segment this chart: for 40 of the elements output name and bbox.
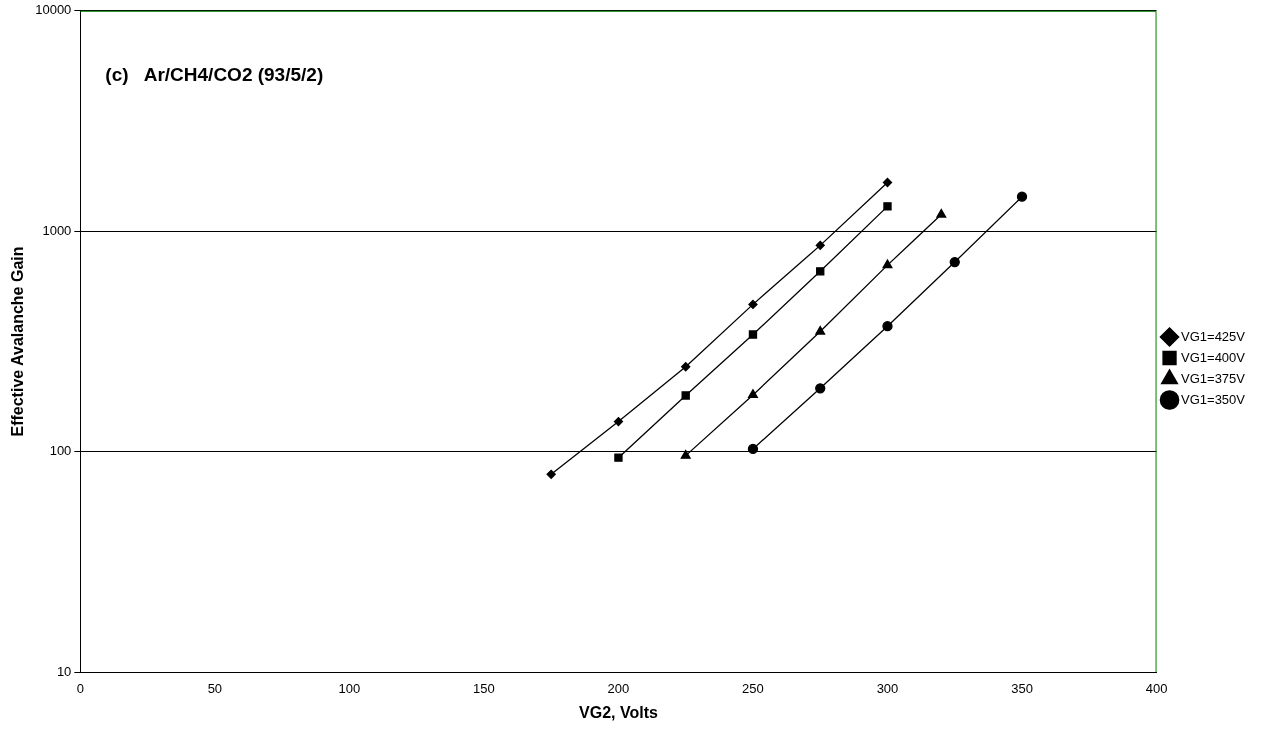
y-tick-label: 10: [56, 663, 72, 679]
legend-label: VG1=350V: [1181, 391, 1246, 407]
point: [747, 389, 758, 399]
annotation: (c) Ar/CH4/CO2 (93/5/2): [105, 64, 324, 86]
point: [815, 383, 826, 394]
x-tick-label: 150: [473, 680, 495, 696]
point: [614, 453, 623, 462]
x-tick-label: 250: [742, 680, 764, 696]
point: [681, 391, 690, 400]
x-tick-label: 350: [1011, 680, 1033, 696]
x-tick-label: 100: [338, 680, 361, 696]
point: [747, 443, 759, 455]
point: [748, 299, 758, 310]
x-axis-title: VG2, Volts: [579, 703, 658, 721]
x-tick-label: 0: [76, 680, 84, 696]
point: [882, 259, 893, 269]
point: [882, 321, 893, 332]
x-tick-label: 200: [607, 680, 630, 696]
point: [883, 202, 892, 211]
point: [815, 240, 825, 251]
y-tick-label: 100: [49, 443, 72, 459]
point: [1016, 191, 1028, 202]
y-axis-title: Effective Avalanche Gain: [9, 246, 27, 437]
legend-label: VG1=375V: [1181, 370, 1246, 386]
point: [613, 416, 624, 427]
point: [680, 449, 691, 459]
y-tick-label: 10000: [35, 2, 72, 18]
point: [949, 256, 960, 268]
point: [936, 208, 947, 218]
x-tick-label: 400: [1145, 680, 1168, 696]
point: [815, 325, 826, 335]
point: [681, 362, 691, 372]
point: [816, 267, 825, 276]
legend-label: VG1=425V: [1181, 328, 1246, 344]
point: [748, 330, 758, 339]
x-tick-label: 300: [876, 680, 899, 696]
legend-label: VG1=400V: [1181, 349, 1246, 365]
point: [546, 469, 556, 479]
x-tick-label: 50: [207, 680, 223, 696]
y-tick-label: 1000: [42, 222, 72, 238]
